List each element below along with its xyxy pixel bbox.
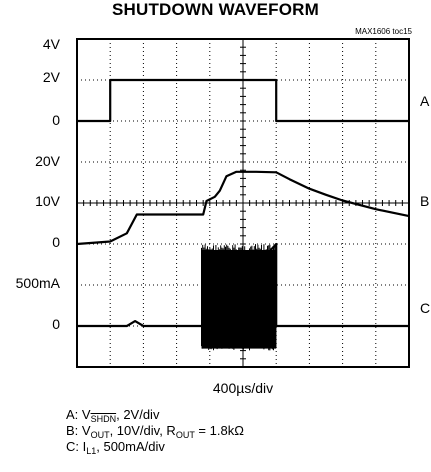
legend-a: A: VSHDN, 2V/div <box>66 407 160 424</box>
y-tick-label-2v: 2V <box>42 69 60 85</box>
legend-c: C: IL1, 500mA/div <box>66 439 165 456</box>
y-tick-label-a-zero: 0 <box>52 112 60 128</box>
trace-channel-a <box>77 78 409 123</box>
figure-id: MAX1606 toc15 <box>355 27 412 36</box>
x-axis-label: 400µs/div <box>212 380 274 396</box>
y-tick-label-c-zero: 0 <box>52 316 60 332</box>
trace-channel-c-burst-edges <box>201 244 277 351</box>
scope-grid <box>76 38 410 368</box>
channel-label-b: B <box>420 193 430 209</box>
y-tick-label-20v: 20V <box>35 153 60 169</box>
legend-b: B: VOUT, 10V/div, ROUT = 1.8kΩ <box>66 423 244 440</box>
channel-label-a: A <box>420 93 430 109</box>
y-tick-label-b-zero: 0 <box>52 234 60 250</box>
trace-channel-b <box>76 170 410 246</box>
chart-title: SHUTDOWN WAVEFORM <box>111 0 320 19</box>
channel-label-c: C <box>420 300 431 316</box>
y-tick-label-10v: 10V <box>35 193 60 209</box>
scope-traces <box>76 78 410 351</box>
y-tick-label-4v: 4V <box>42 36 60 52</box>
y-tick-label-500ma: 500mA <box>15 275 60 291</box>
